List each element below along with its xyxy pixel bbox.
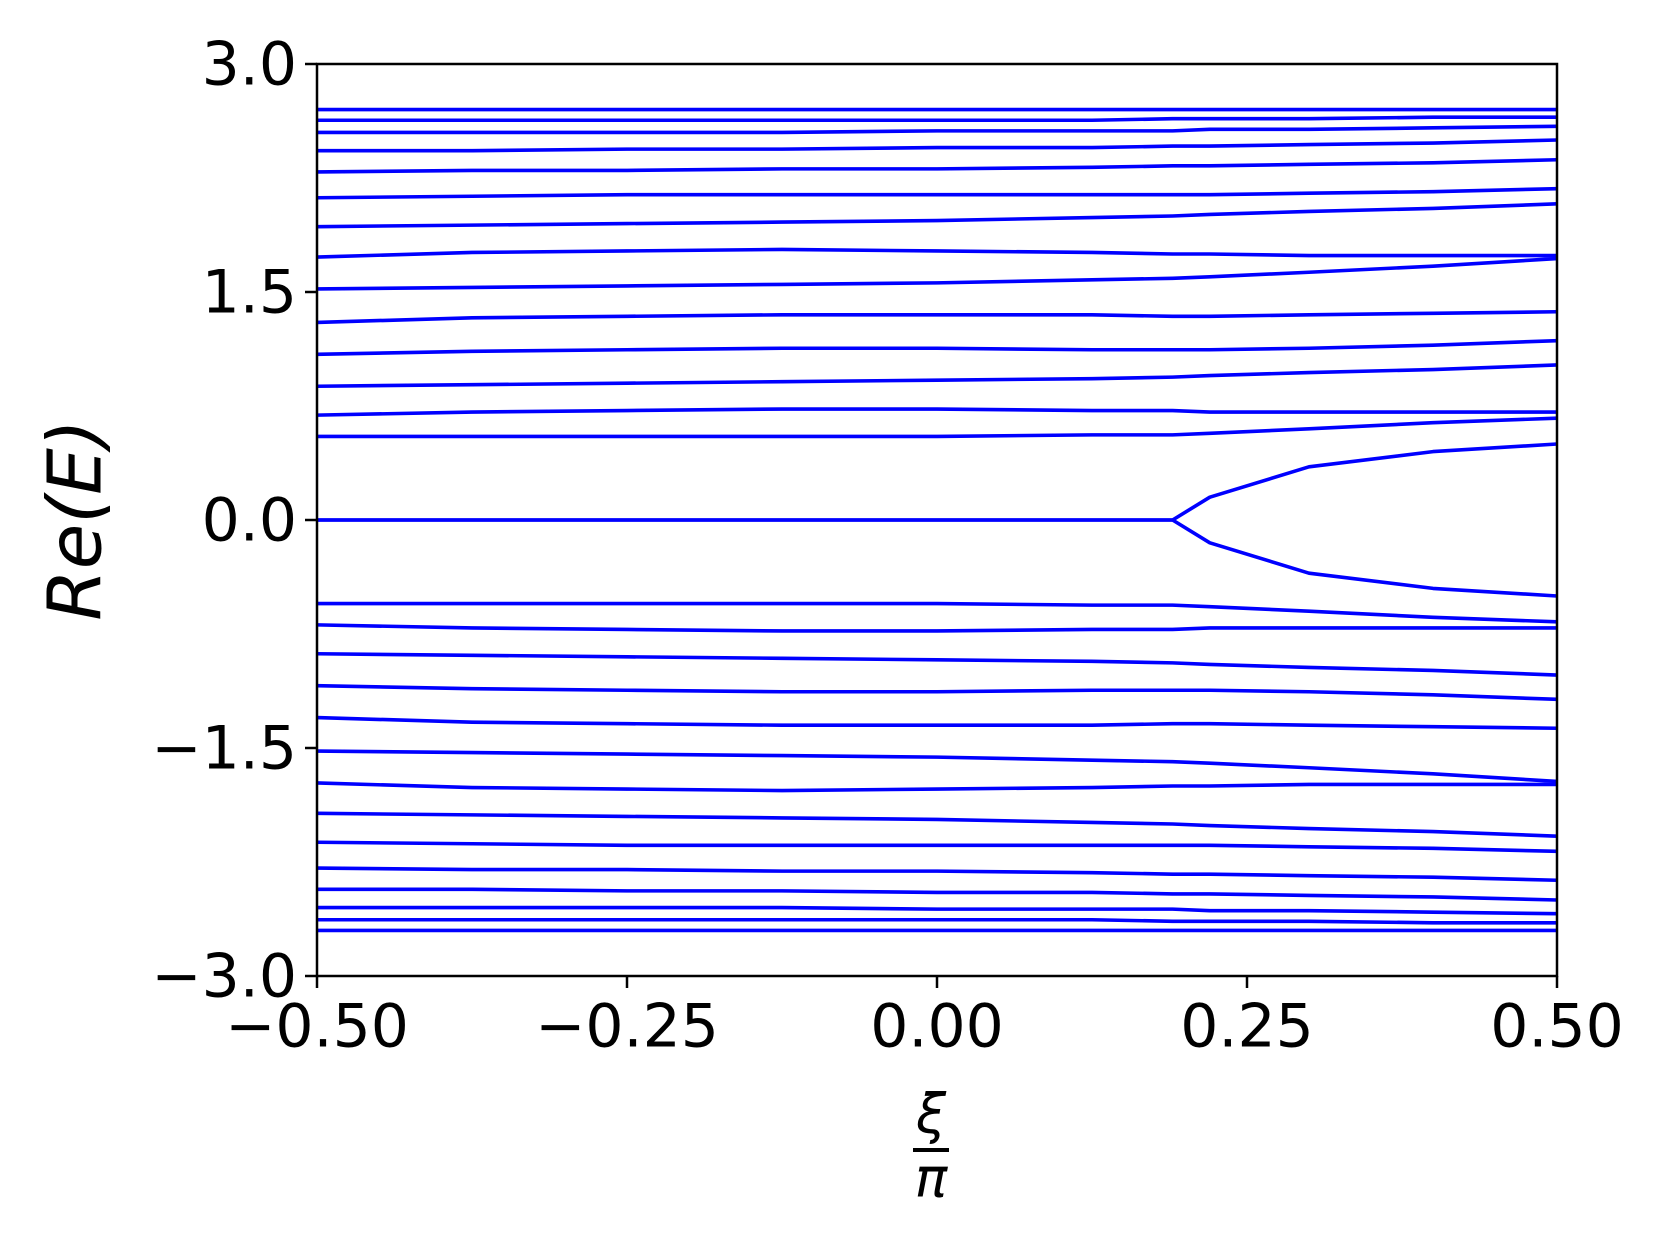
y-tick-label: 0.0 (202, 486, 297, 556)
line (316, 651, 1558, 677)
line (316, 202, 1558, 229)
line (316, 186, 1558, 200)
line (316, 407, 1557, 417)
x-tick-label: 0.00 (870, 992, 1004, 1062)
line (316, 781, 1557, 793)
y-axis-label: Re(E) (33, 419, 119, 620)
line (316, 715, 1558, 731)
y-tick-label: 1.5 (202, 258, 297, 328)
x-tick-label: 0.25 (1180, 992, 1314, 1062)
x-axis-label-denominator: π (915, 1147, 949, 1210)
line (317, 115, 1557, 123)
line (316, 623, 1557, 633)
x-tick-label: 0.50 (1490, 992, 1624, 1062)
line (317, 917, 1557, 925)
line (316, 811, 1558, 838)
y-tick-label: 3.0 (202, 30, 297, 100)
y-tick-label: −1.5 (151, 714, 297, 784)
line (317, 416, 1558, 439)
y-tick-label: −3.0 (151, 942, 297, 1012)
line (316, 866, 1558, 883)
line (317, 518, 1558, 598)
line (317, 138, 1558, 153)
line (316, 309, 1558, 325)
x-tick-label: −0.25 (535, 992, 719, 1062)
line (317, 905, 1558, 916)
line (316, 749, 1558, 784)
line (317, 887, 1558, 902)
line (316, 256, 1558, 291)
x-tick-label: −0.50 (225, 992, 409, 1062)
line (316, 338, 1558, 357)
x-axis-label-numerator: ξ (915, 1083, 947, 1146)
line (316, 683, 1558, 702)
line (316, 363, 1558, 389)
line (317, 124, 1558, 135)
line (317, 601, 1558, 624)
line (316, 840, 1558, 854)
line (316, 247, 1557, 259)
line (316, 157, 1558, 174)
